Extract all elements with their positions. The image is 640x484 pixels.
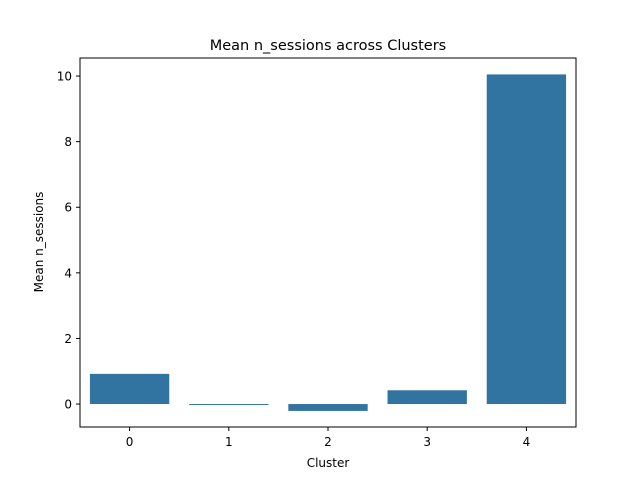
x-tick-label: 1 (225, 435, 233, 449)
y-axis: 0 2 4 6 8 10 (57, 70, 80, 412)
bar-cluster-4 (486, 74, 567, 405)
x-tick-label: 2 (324, 435, 332, 449)
x-tick-label: 0 (126, 435, 134, 449)
bars-group (89, 74, 567, 411)
x-tick-label: 4 (523, 435, 531, 449)
y-tick-label: 0 (64, 398, 72, 412)
chart-title: Mean n_sessions across Clusters (210, 38, 447, 54)
y-tick-label: 6 (64, 201, 72, 215)
x-tick-label: 3 (423, 435, 431, 449)
x-axis: 0 1 2 3 4 (126, 427, 530, 449)
y-tick-label: 2 (64, 332, 72, 346)
y-axis-label: Mean n_sessions (32, 192, 46, 293)
y-tick-label: 8 (64, 135, 72, 149)
bar-cluster-2 (288, 404, 368, 411)
y-tick-label: 4 (64, 266, 72, 280)
y-tick-label: 10 (57, 70, 72, 84)
x-axis-label: Cluster (307, 456, 350, 470)
bar-cluster-3 (387, 390, 467, 405)
bar-cluster-1 (189, 404, 269, 406)
bar-cluster-0 (89, 373, 170, 405)
